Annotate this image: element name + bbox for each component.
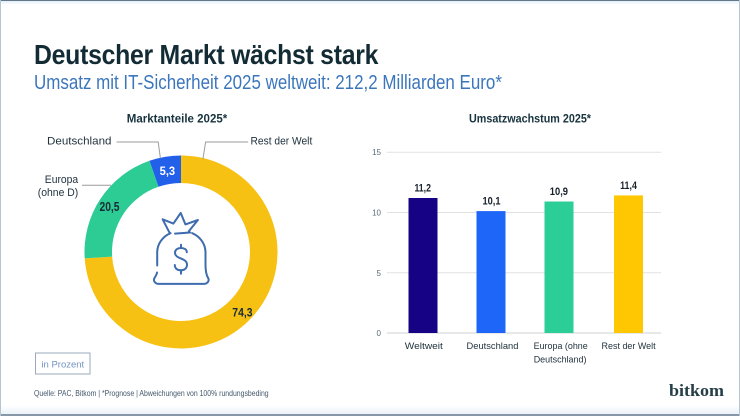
svg-text:10,1: 10,1 (483, 196, 501, 208)
svg-text:Rest der Welt: Rest der Welt (602, 341, 656, 352)
svg-text:Deutschland: Deutschland (467, 341, 519, 352)
svg-text:Rest der Welt: Rest der Welt (251, 136, 313, 148)
svg-text:15: 15 (372, 148, 381, 157)
svg-text:in Prozent: in Prozent (41, 360, 84, 371)
svg-text:20,5: 20,5 (100, 200, 120, 214)
svg-text:11,2: 11,2 (414, 183, 431, 195)
svg-text:74,3: 74,3 (232, 308, 252, 320)
svg-text:Weltweit: Weltweit (405, 341, 443, 352)
svg-text:10,9: 10,9 (550, 186, 568, 198)
svg-text:5,3: 5,3 (160, 164, 176, 178)
svg-text:Europa: Europa (45, 174, 79, 186)
svg-text:10: 10 (372, 209, 381, 218)
svg-text:(ohne D): (ohne D) (38, 187, 78, 199)
svg-text:Umsatzwachstum 2025*: Umsatzwachstum 2025* (469, 114, 591, 126)
svg-text:11,4: 11,4 (620, 180, 638, 192)
svg-text:5: 5 (377, 269, 382, 278)
svg-text:Deutschland): Deutschland) (534, 355, 587, 366)
svg-text:0: 0 (377, 329, 382, 338)
svg-text:Europa (ohne: Europa (ohne (534, 341, 588, 352)
svg-text:Deutschland: Deutschland (47, 136, 112, 148)
svg-text:Marktanteile 2025*: Marktanteile 2025* (127, 114, 228, 126)
